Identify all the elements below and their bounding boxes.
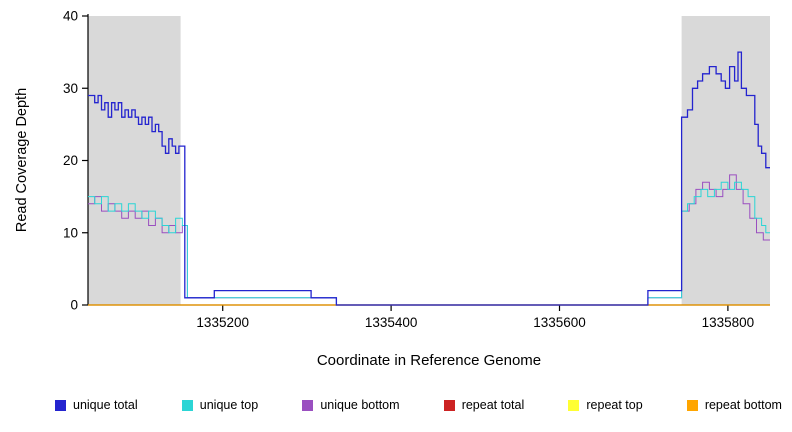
chart-legend: unique total unique top unique bottom repea… xyxy=(0,398,792,412)
legend-item-repeat-top: repeat top xyxy=(568,398,643,412)
shaded-region xyxy=(88,16,181,305)
legend-item-repeat-bottom: repeat bottom xyxy=(686,398,782,412)
shaded-region xyxy=(681,16,770,305)
legend-item-unique-bottom: unique bottom xyxy=(302,398,400,412)
legend-label: repeat bottom xyxy=(704,398,782,412)
y-axis-label: Read Coverage Depth xyxy=(14,87,30,233)
repeat-total-swatch-icon xyxy=(443,399,455,411)
legend-label: repeat total xyxy=(461,398,525,412)
repeat-top-swatch-icon xyxy=(568,399,580,411)
legend-label: unique bottom xyxy=(320,398,400,412)
x-tick-label: 1335400 xyxy=(365,315,418,330)
repeat-bottom-swatch-icon xyxy=(686,399,698,411)
legend-label: unique top xyxy=(199,398,259,412)
unique-bottom-swatch-icon xyxy=(302,399,314,411)
legend-label: repeat top xyxy=(586,398,643,412)
unique-total-swatch-icon xyxy=(55,399,66,411)
y-tick-label: 20 xyxy=(63,153,78,168)
coverage-chart: 0 10 20 30 40 1335200 1335400 1335600 1335800 xyxy=(63,9,770,330)
x-tick-label: 1335600 xyxy=(533,315,586,330)
y-tick-label: 0 xyxy=(70,298,78,313)
legend-label: unique total xyxy=(73,398,138,412)
series-unique-bottom xyxy=(88,174,770,306)
legend-item-unique-top: unique top xyxy=(181,398,259,412)
x-axis-label: Coordinate in Reference Genome xyxy=(316,352,542,369)
y-tick-label: 10 xyxy=(63,225,78,240)
x-tick-label: 1335200 xyxy=(196,315,249,330)
legend-item-repeat-total: repeat total xyxy=(443,398,525,412)
y-tick-label: 30 xyxy=(63,81,78,96)
unique-top-swatch-icon xyxy=(181,399,193,411)
y-tick-label: 40 xyxy=(63,9,78,24)
series-unique-top xyxy=(88,181,770,306)
series-unique-total xyxy=(88,51,770,306)
x-tick-label: 1335800 xyxy=(702,315,755,330)
legend-item-unique-total: unique total xyxy=(55,398,138,412)
